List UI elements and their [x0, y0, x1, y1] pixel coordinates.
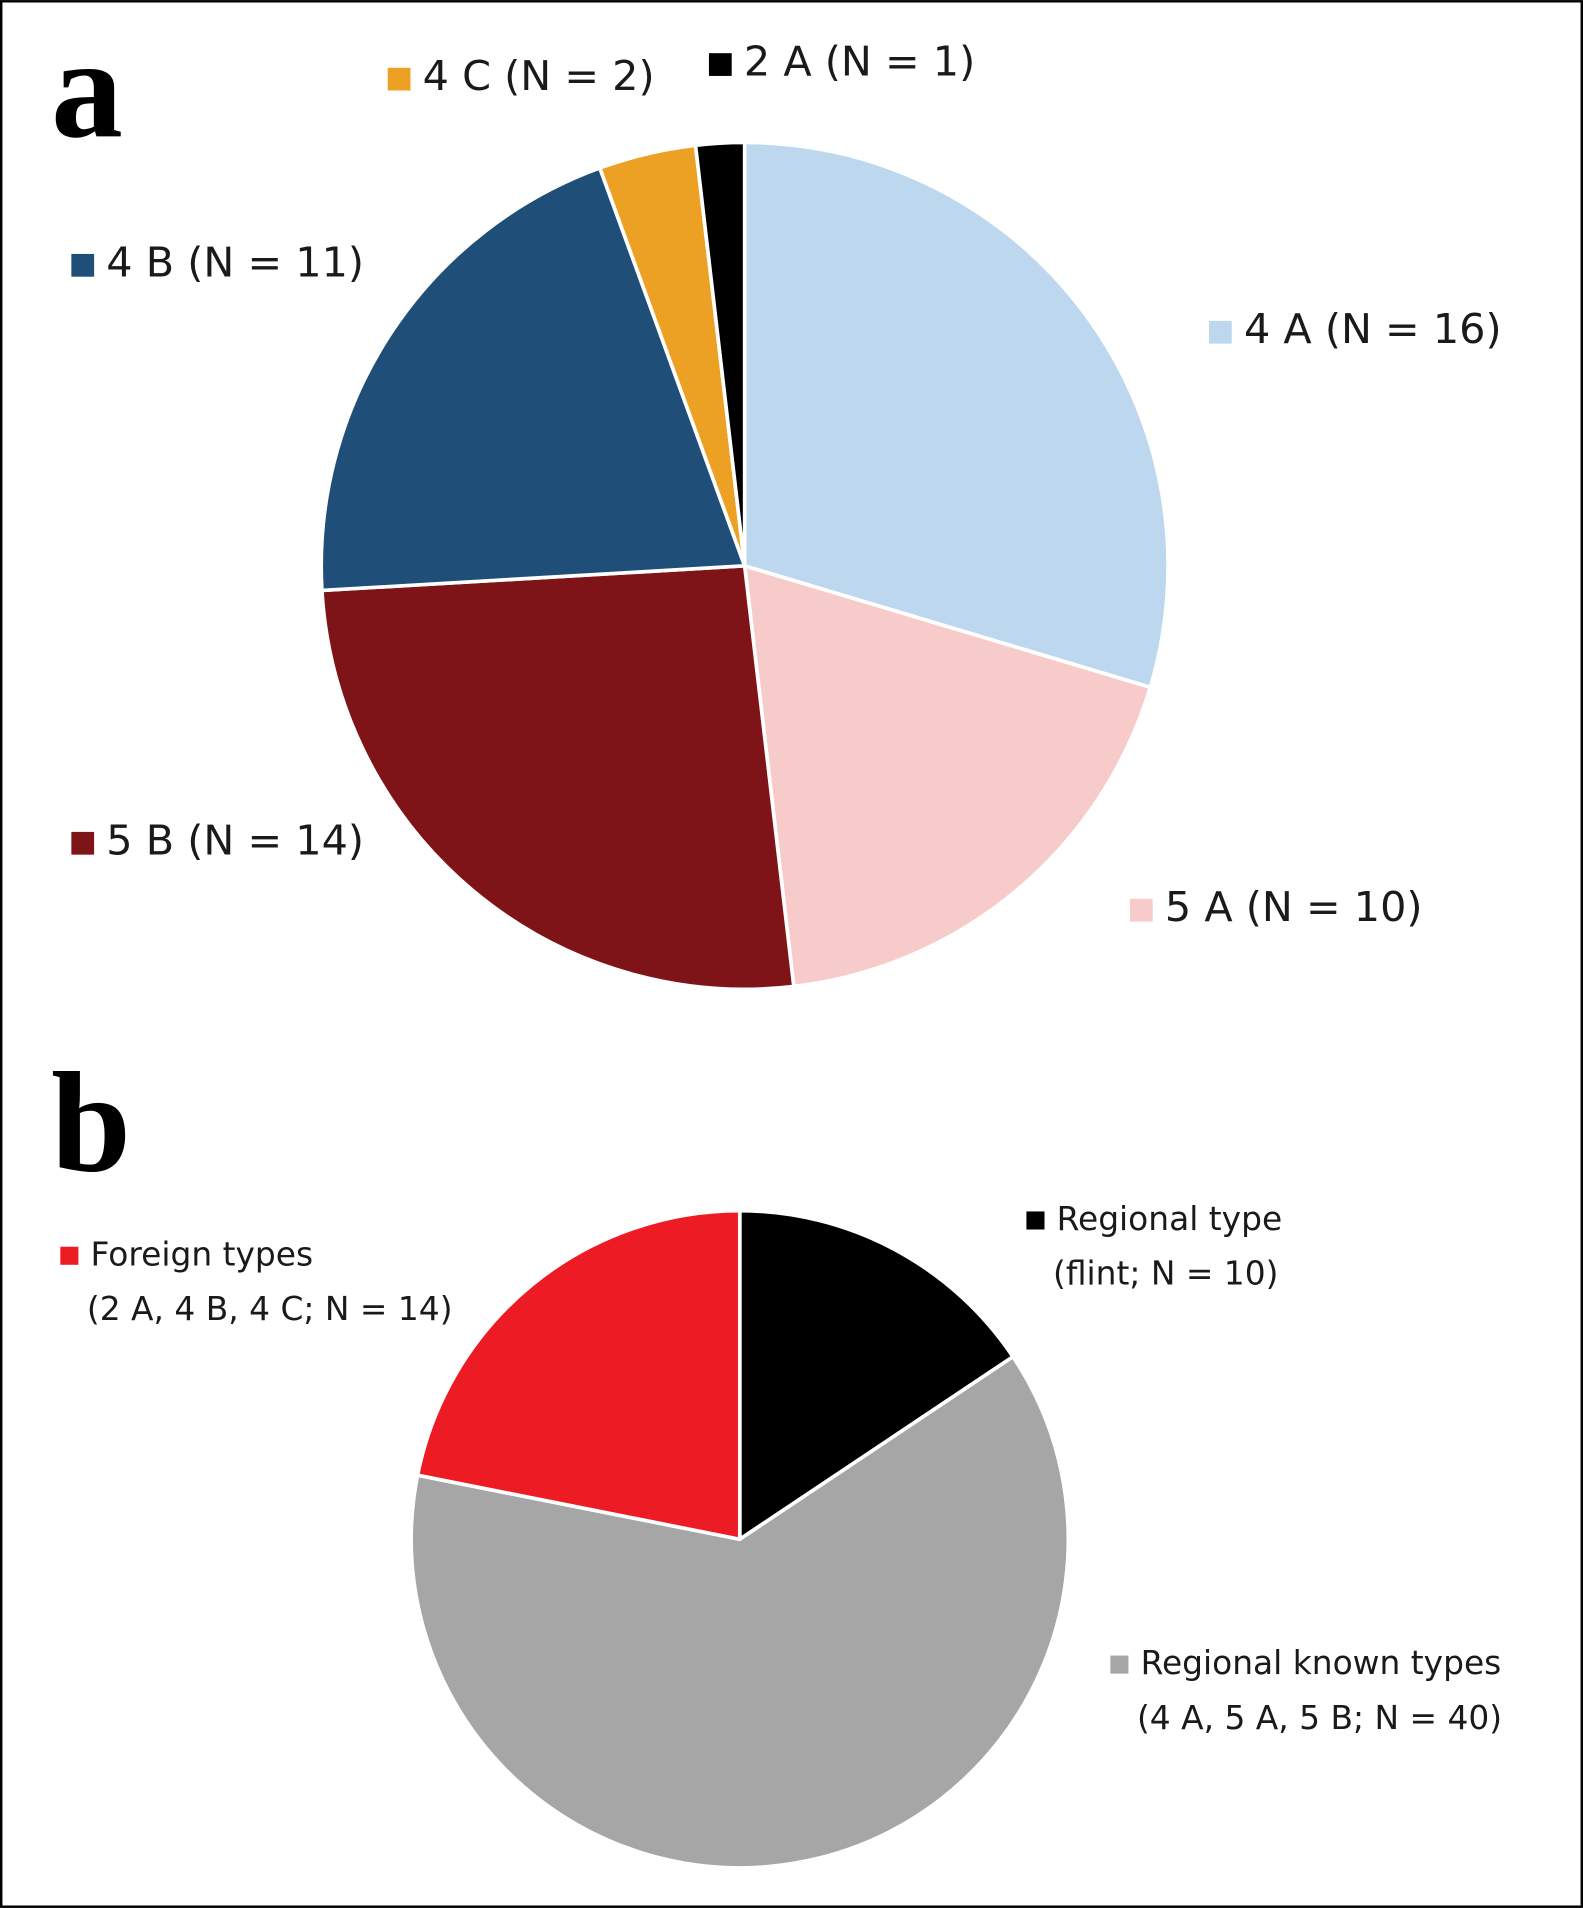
legend-label: Regional type — [1057, 1200, 1283, 1238]
legend-label: Regional known types — [1141, 1644, 1502, 1682]
panel-label: b — [51, 1044, 131, 1203]
legend-label: 4 B (N = 11) — [106, 238, 364, 286]
pie-slice — [742, 140, 1170, 690]
legend-marker — [1129, 898, 1153, 922]
legend-marker — [708, 53, 732, 76]
panel-label: a — [51, 9, 123, 168]
pie-slice — [409, 1354, 1071, 1870]
legend-label: 5 A (N = 10) — [1165, 883, 1423, 931]
pie-slice — [693, 140, 747, 568]
legend-marker — [1110, 1655, 1129, 1674]
legend-label: (4 A, 5 A, 5 B; N = 40) — [1137, 1699, 1502, 1737]
legend-marker — [71, 253, 95, 277]
legend-label: 2 A (N = 1) — [744, 38, 975, 86]
legend-label: (2 A, 4 B, 4 C; N = 14) — [87, 1290, 453, 1328]
legend-marker — [387, 67, 411, 91]
pie-slice — [320, 564, 796, 992]
legend-label: (flint; N = 10) — [1053, 1255, 1278, 1293]
legend-marker — [71, 831, 95, 855]
legend-label: 5 B (N = 14) — [106, 816, 364, 864]
legend-marker — [1209, 320, 1232, 344]
legend-label: Foreign types — [91, 1235, 314, 1273]
legend-label: 4 A (N = 16) — [1244, 305, 1502, 353]
legend-marker — [60, 1246, 79, 1265]
legend-label: 4 C (N = 2) — [423, 52, 655, 100]
pie-slice — [415, 1208, 742, 1542]
pie-slice — [737, 1208, 1015, 1542]
pie-slice — [319, 166, 747, 593]
pie-slice — [742, 564, 1153, 989]
legend-marker — [1026, 1211, 1045, 1230]
